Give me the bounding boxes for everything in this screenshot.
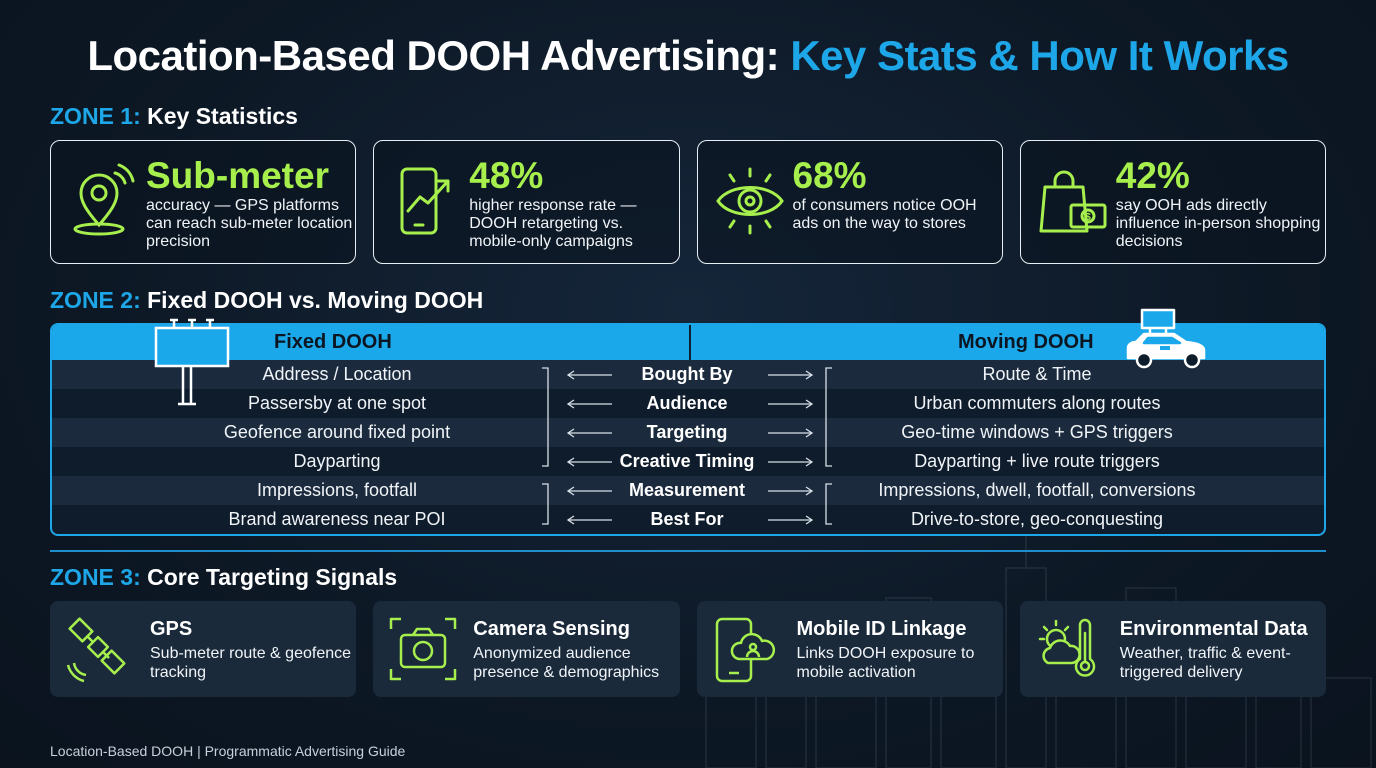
signal-description: Sub-meter route & geofence tracking (150, 645, 352, 681)
section-divider (50, 550, 1326, 552)
signal-title: Mobile ID Linkage (796, 618, 967, 640)
svg-text:$: $ (1085, 212, 1091, 223)
table-row: Impressions, footfall Measurement Impres… (52, 476, 1324, 505)
criteria-cell: Bought By (641, 364, 733, 384)
table-row: Brand awareness near POI Best For Drive-… (52, 505, 1324, 534)
location-pin-icon (73, 163, 135, 236)
table-row: Geofence around fixed point Targeting Ge… (52, 418, 1324, 447)
car-with-screen-icon (1126, 308, 1206, 369)
stat-description: of consumers notice OOH ads on the way t… (792, 197, 977, 232)
zone-2-label: Fixed DOOH vs. Moving DOOH (147, 287, 484, 313)
stat-card: 68% of consumers notice OOH ads on the w… (696, 140, 1003, 264)
stat-card: 48% higher response rate — DOOH retarget… (373, 140, 680, 264)
key-statistics-row: Sub-meter accuracy — GPS platforms can r… (50, 140, 1326, 264)
stat-description: accuracy — GPS platforms can reach sub-m… (146, 197, 353, 250)
weather-icon (1038, 618, 1095, 677)
billboard-icon (154, 318, 230, 406)
moving-cell: Geo-time windows + GPS triggers (901, 422, 1173, 442)
signal-card: Camera Sensing Anonymized audience prese… (373, 601, 680, 697)
signal-card: Environmental Data Weather, traffic & ev… (1019, 601, 1326, 697)
eye-icon (715, 167, 784, 235)
zone-2-number: ZONE 2: (50, 287, 141, 313)
fixed-vs-moving-comparison-table: Fixed DOOH Moving DOOH Address / Locatio… (50, 323, 1326, 536)
stat-value: Sub-meter (146, 155, 329, 196)
fixed-cell: Geofence around fixed point (223, 422, 451, 442)
signal-title: GPS (150, 618, 193, 640)
zone-1-number: ZONE 1: (50, 103, 141, 129)
signal-description: Links DOOH exposure to mobile activation (796, 645, 975, 681)
signal-title: Environmental Data (1119, 618, 1308, 640)
stat-description: higher response rate — DOOH retargeting … (469, 197, 637, 250)
moving-cell: Urban commuters along routes (913, 393, 1161, 413)
signal-card: GPS Sub-meter route & geofence tracking (50, 601, 357, 697)
fixed-cell: Dayparting (293, 451, 381, 471)
mobile-cloud-icon (715, 617, 775, 683)
zone-1-label: Key Statistics (147, 103, 298, 129)
moving-cell: Route & Time (982, 364, 1092, 384)
moving-cell: Dayparting + live route triggers (914, 451, 1160, 471)
moving-cell: Impressions, dwell, footfall, conversion… (878, 480, 1196, 500)
title-part-1: Location-Based DOOH Advertising: (87, 32, 780, 79)
table-row: Dayparting Creative Timing Dayparting + … (52, 447, 1324, 476)
table-row: Address / Location Bought By Route & Tim… (52, 360, 1324, 389)
criteria-cell: Best For (650, 509, 724, 529)
moving-dooh-header: Moving DOOH (958, 331, 1094, 353)
zone-2-heading: ZONE 2: Fixed DOOH vs. Moving DOOH (50, 287, 483, 314)
table-row: Passersby at one spot Audience Urban com… (52, 389, 1324, 418)
signal-description: Weather, traffic & event-triggered deliv… (1119, 645, 1291, 681)
fixed-cell: Passersby at one spot (247, 393, 427, 413)
header-divider (689, 325, 691, 360)
signal-card: Mobile ID Linkage Links DOOH exposure to… (696, 601, 1003, 697)
signal-title: Camera Sensing (473, 618, 630, 640)
page-title: Location-Based DOOH Advertising: Key Sta… (0, 32, 1376, 80)
fixed-cell: Brand awareness near POI (228, 509, 446, 529)
stat-value: 48% (469, 155, 544, 196)
criteria-cell: Targeting (646, 422, 728, 442)
signal-description: Anonymized audience presence & demograph… (473, 645, 660, 681)
zone-3-label: Core Targeting Signals (147, 564, 398, 590)
criteria-cell: Audience (646, 393, 728, 413)
fixed-cell: Address / Location (262, 364, 412, 384)
shopping-bag-icon: $ (1039, 170, 1107, 233)
satellite-icon (66, 617, 126, 683)
fixed-cell: Impressions, footfall (256, 480, 418, 500)
zone-1-heading: ZONE 1: Key Statistics (50, 103, 298, 130)
stat-value: 68% (792, 155, 867, 196)
stat-card: Sub-meter accuracy — GPS platforms can r… (50, 140, 357, 264)
criteria-cell: Creative Timing (619, 451, 755, 471)
stat-value: 42% (1115, 155, 1190, 196)
title-part-2: Key Stats & How It Works (790, 32, 1289, 79)
fixed-dooh-header: Fixed DOOH (274, 331, 392, 353)
zone-3-heading: ZONE 3: Core Targeting Signals (50, 564, 397, 591)
comparison-header: Fixed DOOH Moving DOOH (52, 325, 1324, 360)
moving-cell: Drive-to-store, geo-conquesting (910, 509, 1164, 529)
footer-caption: Location-Based DOOH | Programmatic Adver… (50, 743, 406, 759)
phone-growth-icon (400, 167, 450, 235)
zone-3-number: ZONE 3: (50, 564, 141, 590)
stat-description: say OOH ads directly influence in-person… (1115, 197, 1321, 250)
camera-icon (390, 617, 457, 681)
targeting-signals-row: GPS Sub-meter route & geofence tracking … (50, 601, 1326, 697)
criteria-cell: Measurement (628, 480, 746, 500)
stat-card: $ 42% say OOH ads directly influence in-… (1019, 140, 1326, 264)
